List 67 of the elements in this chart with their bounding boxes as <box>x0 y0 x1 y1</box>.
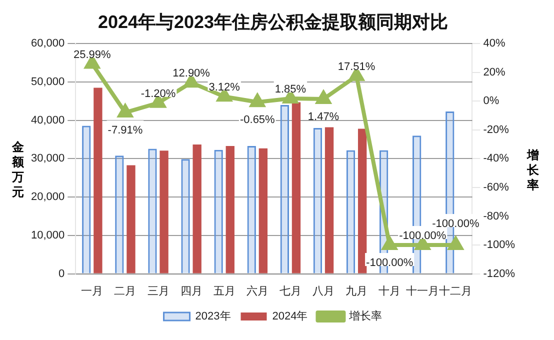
point <box>448 237 463 250</box>
bar <box>247 146 256 274</box>
x-tick-label: 一月 <box>81 285 104 298</box>
data-label: 3.12% <box>208 82 240 94</box>
bar <box>192 144 202 274</box>
x-tick-label: 十月 <box>378 284 401 298</box>
bar <box>126 165 136 274</box>
legend-label: 增长率 <box>348 310 382 323</box>
y2-tick-label: 0% <box>483 95 500 108</box>
bar <box>214 150 223 274</box>
bar <box>358 128 367 274</box>
y2-tick-label: 20% <box>483 66 506 78</box>
data-label: -7.91% <box>108 124 143 137</box>
point <box>118 104 132 118</box>
point <box>250 94 265 108</box>
y-tick-label: 20,000 <box>30 191 65 204</box>
y2-tick-label: 40% <box>483 38 506 50</box>
bar <box>258 148 268 274</box>
data-label: -100.00% <box>432 218 480 230</box>
bar <box>82 126 91 274</box>
x-tick-label: 十二月 <box>439 284 472 298</box>
y-tick-label: 0 <box>58 268 65 280</box>
x-tick-label: 五月 <box>213 285 236 298</box>
data-label: 25.99% <box>74 48 112 61</box>
data-label: -100.00% <box>366 257 414 270</box>
y-tick-label: 40,000 <box>30 114 65 126</box>
y-tick-label: 60,000 <box>30 38 65 50</box>
y2-tick-label: -20% <box>483 124 510 136</box>
bar <box>181 159 190 274</box>
y2-tick-label: -100% <box>483 239 516 252</box>
x-tick-label: 四月 <box>180 285 202 298</box>
y2-tick-label: -40% <box>483 152 510 165</box>
point <box>316 91 331 104</box>
data-label: 17.51% <box>338 60 376 73</box>
y-tick-label: 10,000 <box>30 229 65 242</box>
data-label: -0.65% <box>240 114 276 126</box>
y-tick-label: 50,000 <box>30 76 65 88</box>
y-axis-title: 金额万元 <box>10 140 25 200</box>
bar <box>346 150 356 274</box>
bar <box>313 128 322 274</box>
x-tick-label: 七月 <box>279 284 302 298</box>
data-label: 12.90% <box>172 68 210 80</box>
bar <box>160 150 168 274</box>
x-tick-label: 八月 <box>312 285 334 298</box>
x-tick-label: 九月 <box>346 284 368 298</box>
data-label: -1.20% <box>140 88 176 100</box>
x-tick-label: 三月 <box>147 285 170 298</box>
bar <box>226 146 234 274</box>
y-tick-label: 30,000 <box>30 152 65 165</box>
x-tick-label: 二月 <box>114 285 136 298</box>
data-label: -100.00% <box>399 230 446 242</box>
bar <box>324 127 334 274</box>
point <box>382 237 397 250</box>
y2-axis-title: 增长率 <box>526 148 540 192</box>
data-label: 1.85% <box>274 84 306 96</box>
chart-title: 2024年与2023年住房公积金提取额同期对比 <box>98 12 448 32</box>
data-label: 1.47% <box>308 111 340 124</box>
x-tick-label: 六月 <box>246 284 268 298</box>
legend-label: 2024年 <box>272 310 308 323</box>
y2-tick-label: -80% <box>483 210 510 222</box>
legend-label: 2023年 <box>195 310 231 323</box>
bar <box>115 156 124 274</box>
y2-tick-label: -60% <box>483 182 510 194</box>
bar <box>94 88 102 274</box>
bar <box>148 148 157 274</box>
y2-tick-label: -120% <box>483 268 516 280</box>
x-tick-label: 十一月 <box>406 284 440 298</box>
